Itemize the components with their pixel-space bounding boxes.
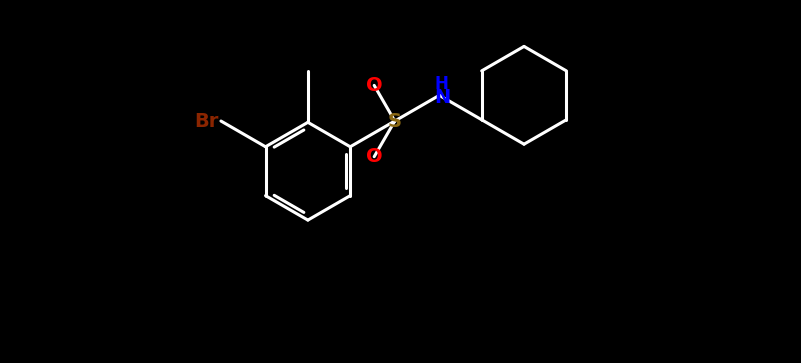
Text: N: N [434,88,450,107]
Text: H: H [435,75,449,93]
Text: S: S [388,111,402,131]
Text: O: O [366,76,383,95]
Text: Br: Br [194,111,219,131]
Text: O: O [366,147,383,166]
